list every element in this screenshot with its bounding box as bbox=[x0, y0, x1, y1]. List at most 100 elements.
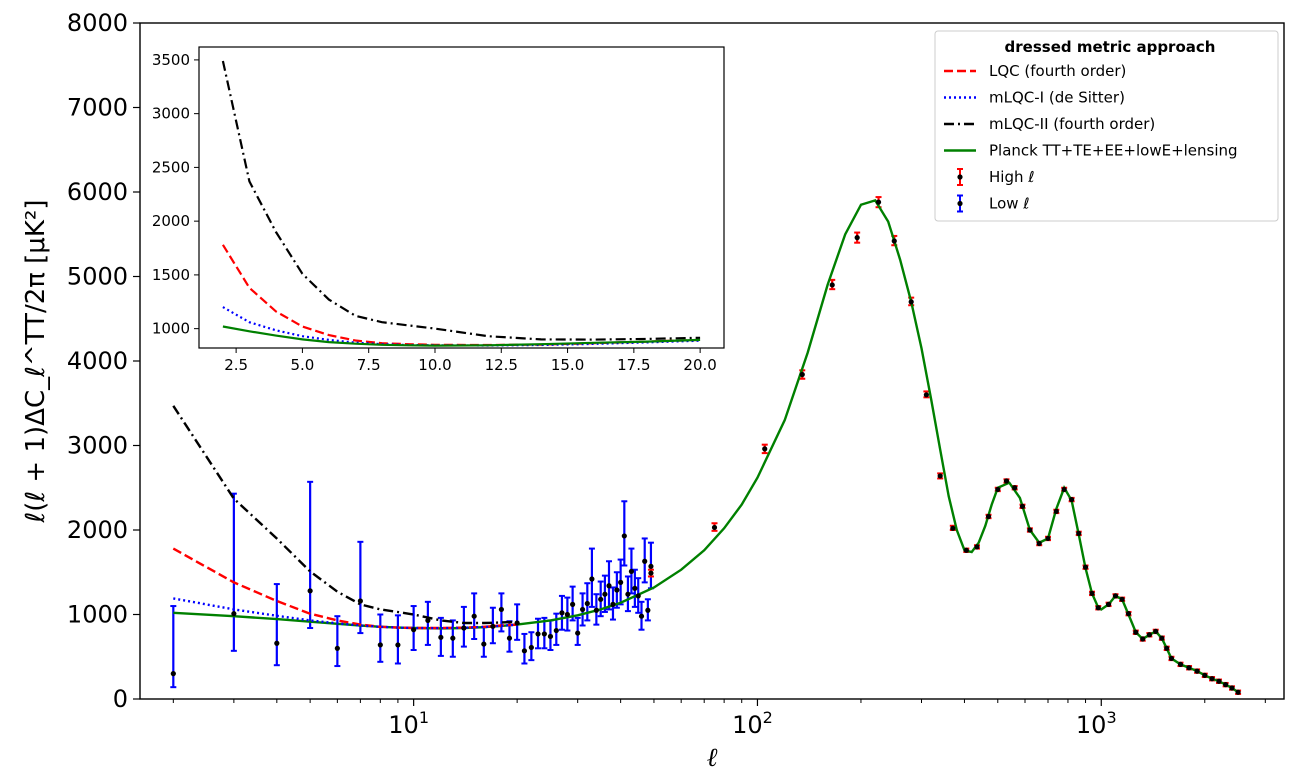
legend-box bbox=[934, 30, 1279, 222]
data-point bbox=[506, 635, 513, 641]
data-point bbox=[995, 486, 1001, 493]
data-point bbox=[598, 596, 604, 602]
data-point bbox=[762, 446, 768, 452]
legend-entry: Low ℓ bbox=[957, 194, 1030, 213]
data-point bbox=[602, 591, 608, 597]
data-point bbox=[274, 640, 280, 646]
data-point bbox=[1209, 676, 1215, 682]
data-point bbox=[985, 513, 992, 520]
data-point bbox=[648, 563, 654, 569]
data-point bbox=[606, 583, 612, 589]
data-point bbox=[1229, 685, 1235, 691]
data-point bbox=[635, 593, 641, 599]
legend-title: dressed metric approach bbox=[1005, 38, 1216, 56]
inset-y-tick-label: 1000 bbox=[152, 320, 190, 338]
data-point bbox=[1019, 503, 1026, 509]
data-point bbox=[950, 525, 956, 531]
data-point bbox=[593, 607, 599, 613]
data-point bbox=[1194, 668, 1200, 674]
data-point bbox=[547, 633, 554, 640]
data-point bbox=[610, 601, 616, 607]
y-tick-label: 0 bbox=[113, 685, 128, 713]
legend-label: Planck TT+TE+EE+lowE+lensing bbox=[989, 142, 1238, 160]
data-point bbox=[891, 238, 897, 244]
data-point bbox=[854, 235, 860, 241]
y-tick-label: 3000 bbox=[67, 432, 128, 460]
inset-x-tick-label: 20.0 bbox=[683, 356, 716, 374]
data-point bbox=[357, 598, 363, 604]
y-tick-label: 5000 bbox=[67, 263, 128, 291]
x-tick-label: 101 bbox=[388, 708, 429, 739]
data-point bbox=[425, 617, 431, 624]
legend-entry: LQC (fourth order) bbox=[944, 62, 1126, 80]
data-point bbox=[471, 613, 477, 619]
legend-marker bbox=[957, 174, 963, 180]
data-point bbox=[711, 524, 718, 531]
data-point bbox=[528, 644, 534, 651]
data-point bbox=[1223, 682, 1229, 688]
data-point bbox=[1061, 486, 1067, 493]
x-tick-label: 103 bbox=[1076, 708, 1117, 739]
errorbar-series bbox=[170, 480, 654, 689]
data-point bbox=[1164, 645, 1170, 651]
inset-frame bbox=[198, 46, 725, 349]
data-point bbox=[1036, 540, 1042, 547]
data-point bbox=[974, 544, 980, 550]
data-point bbox=[450, 635, 456, 641]
data-point bbox=[1177, 661, 1184, 667]
data-point bbox=[1202, 672, 1208, 678]
data-point bbox=[490, 623, 496, 629]
series-line bbox=[172, 405, 518, 625]
data-point bbox=[589, 576, 595, 582]
data-point bbox=[638, 613, 645, 619]
data-point bbox=[307, 588, 313, 594]
legend-label: Low ℓ bbox=[989, 195, 1030, 213]
inset-x-tick-label: 17.5 bbox=[617, 356, 650, 374]
data-point bbox=[1003, 478, 1010, 484]
data-point bbox=[579, 606, 586, 613]
legend-marker bbox=[957, 200, 963, 207]
data-point bbox=[438, 634, 444, 640]
data-point bbox=[535, 631, 541, 637]
data-point bbox=[1012, 485, 1018, 491]
data-point bbox=[553, 627, 559, 634]
legend-label: mLQC-II (fourth order) bbox=[989, 115, 1155, 133]
legend: dressed metric approach LQC (fourth order… bbox=[934, 30, 1279, 222]
data-point bbox=[334, 645, 340, 651]
data-point bbox=[1095, 605, 1101, 611]
data-point bbox=[481, 641, 487, 647]
inset-y-tick-label: 2500 bbox=[152, 158, 190, 176]
data-point bbox=[231, 611, 237, 617]
data-point bbox=[628, 568, 635, 575]
data-point bbox=[1235, 689, 1241, 695]
x-tick-label: 102 bbox=[732, 708, 773, 739]
data-point bbox=[559, 610, 565, 616]
data-point bbox=[570, 601, 576, 607]
data-point bbox=[1153, 628, 1159, 635]
inset-series-line bbox=[222, 325, 701, 347]
x-axis-label: ℓ bbox=[707, 743, 718, 773]
data-point bbox=[625, 591, 631, 597]
data-point bbox=[170, 671, 176, 677]
data-point bbox=[575, 630, 581, 636]
data-point bbox=[1089, 590, 1095, 596]
data-point bbox=[645, 607, 651, 613]
data-point bbox=[1133, 629, 1139, 635]
inset-series-line bbox=[221, 244, 701, 347]
data-point bbox=[1140, 636, 1146, 642]
data-point bbox=[1159, 635, 1165, 641]
series-line bbox=[172, 547, 518, 630]
data-point bbox=[514, 620, 520, 626]
legend-entry: mLQC-II (fourth order) bbox=[944, 115, 1155, 133]
inset-plot: 2.5 5.0 7.5 10.0 12.5 15.0 17.5 20.0 1000 1500 200… bbox=[152, 46, 725, 374]
data-point bbox=[498, 606, 505, 613]
data-point bbox=[621, 533, 627, 539]
data-point bbox=[1076, 530, 1082, 536]
data-point bbox=[1168, 655, 1175, 662]
inset-y-tick-label: 2000 bbox=[152, 212, 190, 230]
y-tick-label: 8000 bbox=[67, 9, 128, 37]
main-axes-frame bbox=[139, 22, 1285, 700]
inset-x-tick-label: 7.5 bbox=[357, 356, 381, 374]
data-point bbox=[584, 600, 590, 607]
